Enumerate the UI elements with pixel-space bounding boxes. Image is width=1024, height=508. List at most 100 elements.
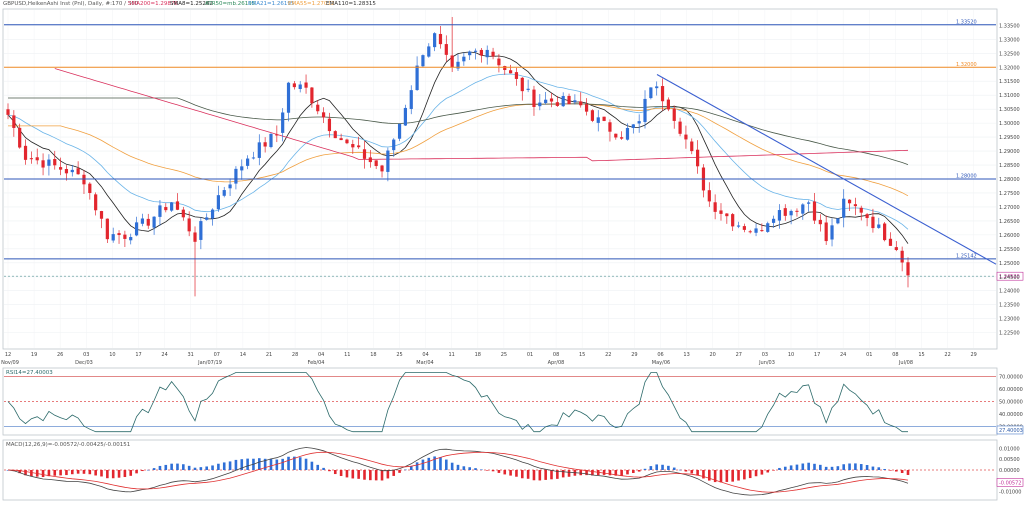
x-tick-label: 10 (788, 352, 794, 358)
candle-body (316, 104, 320, 112)
candle-body (584, 104, 589, 112)
candle-body (579, 101, 583, 106)
candle-body (877, 224, 881, 228)
macd-histogram-bar (813, 463, 816, 470)
candle-body (707, 190, 711, 202)
candle-body (234, 168, 238, 184)
macd-histogram-bar (836, 466, 840, 470)
candle-body (684, 134, 688, 140)
x-tick-label: 24 (840, 352, 846, 358)
macd-histogram-bar (287, 456, 290, 470)
candle-body (286, 82, 291, 113)
candles (6, 16, 910, 297)
candle-body (380, 165, 384, 172)
candle-body (719, 210, 723, 214)
x-tick-label: 11 (449, 352, 455, 358)
macd-histogram-bar (503, 470, 507, 475)
candle-body (240, 166, 244, 171)
horizontal-level-label: 1.32000 (956, 62, 977, 68)
macd-histogram-bar (392, 470, 396, 476)
macd-panel (2, 439, 998, 501)
macd-histogram-bar (328, 470, 331, 472)
candle-body (152, 216, 156, 228)
macd-histogram-bar (824, 466, 828, 470)
price-y-tick-label: 1.33000 (999, 37, 1020, 43)
macd-histogram-bar (532, 470, 536, 481)
candle-body (263, 142, 267, 147)
candle-body (625, 127, 630, 140)
macd-histogram-bar (263, 458, 267, 470)
price-levels: 1.33520 1.32000 1.28000 1.25142 1.24520 (4, 19, 1024, 281)
macd-histogram-bar (65, 470, 68, 476)
macd-histogram-bar (678, 469, 682, 471)
macd-histogram-bar (205, 466, 209, 470)
x-tick-label: 19 (31, 352, 37, 358)
header-sma200: SMA200=1.29876 (128, 1, 178, 7)
rsi-y-tick-label: 70.00000 (999, 374, 1023, 380)
macd-histogram-bar (713, 470, 717, 483)
macd-histogram-bar (795, 464, 799, 470)
candle-body (847, 199, 852, 204)
candle-body (444, 44, 448, 55)
candle-body (228, 184, 232, 189)
x-month-label: May/06 (652, 360, 670, 366)
candle-body (643, 98, 647, 122)
x-tick-label: 03 (762, 352, 768, 358)
x-tick-label: 29 (971, 352, 977, 358)
candle-body (134, 222, 139, 236)
candle-body (818, 219, 822, 225)
macd-histogram-bar (351, 470, 355, 479)
candle-body (111, 234, 115, 241)
candle-body (655, 86, 659, 89)
macd-title: MACD(12,26,9)=-0.00572/-0.00425/-0.00151 (6, 442, 130, 448)
candle-body (76, 168, 80, 175)
macd-histogram-bar (398, 470, 401, 473)
price-y-tick-label: 1.28000 (999, 177, 1020, 183)
candle-body (614, 133, 618, 138)
macd-histogram-bar (556, 470, 559, 479)
x-month-label: Feb/04 (308, 360, 325, 366)
macd-histogram-bar (456, 464, 460, 470)
candle-body (105, 218, 109, 240)
candle-body (421, 55, 425, 67)
candle-body (117, 233, 121, 236)
candle-body (351, 144, 355, 148)
macd-histogram-bar (661, 464, 664, 470)
candle-body (754, 228, 758, 233)
candle-body (257, 142, 261, 158)
candle-body (53, 159, 57, 166)
macd-histogram-bar (117, 470, 121, 478)
macd-histogram-bar (269, 458, 273, 470)
macd-histogram-bar (579, 470, 583, 476)
macd-histogram-bar (614, 470, 618, 476)
macd-histogram-bar (842, 464, 846, 470)
macd-line (7, 447, 909, 496)
candle-body (660, 86, 665, 102)
price-panel (2, 8, 998, 350)
candle-body (491, 51, 495, 57)
candle-body (386, 150, 390, 172)
sma8-line (7, 51, 909, 244)
macd-histogram-bar (450, 462, 454, 470)
candle-body (82, 174, 86, 185)
candle-body (853, 204, 858, 207)
macd-histogram-bar (620, 470, 623, 476)
x-tick-label: 14 (240, 352, 246, 358)
candle-body (766, 223, 770, 232)
macd-histogram-bar (877, 467, 881, 470)
candle-body (357, 145, 361, 148)
rsi-value-label: 27.40003 (999, 428, 1023, 434)
rsi-line (7, 372, 908, 433)
x-month-label: Dec/03 (75, 360, 93, 366)
macd-histogram-bar (602, 470, 606, 475)
candle-body (666, 99, 670, 110)
candle-body (690, 141, 694, 152)
macd-histogram-bar (246, 458, 249, 470)
candle-body (362, 149, 367, 159)
header-atr: ATR50=mb.26195 (205, 1, 256, 7)
candle-body (883, 223, 887, 241)
macd-histogram-bar (47, 470, 51, 477)
macd-histogram-bar (632, 470, 635, 473)
